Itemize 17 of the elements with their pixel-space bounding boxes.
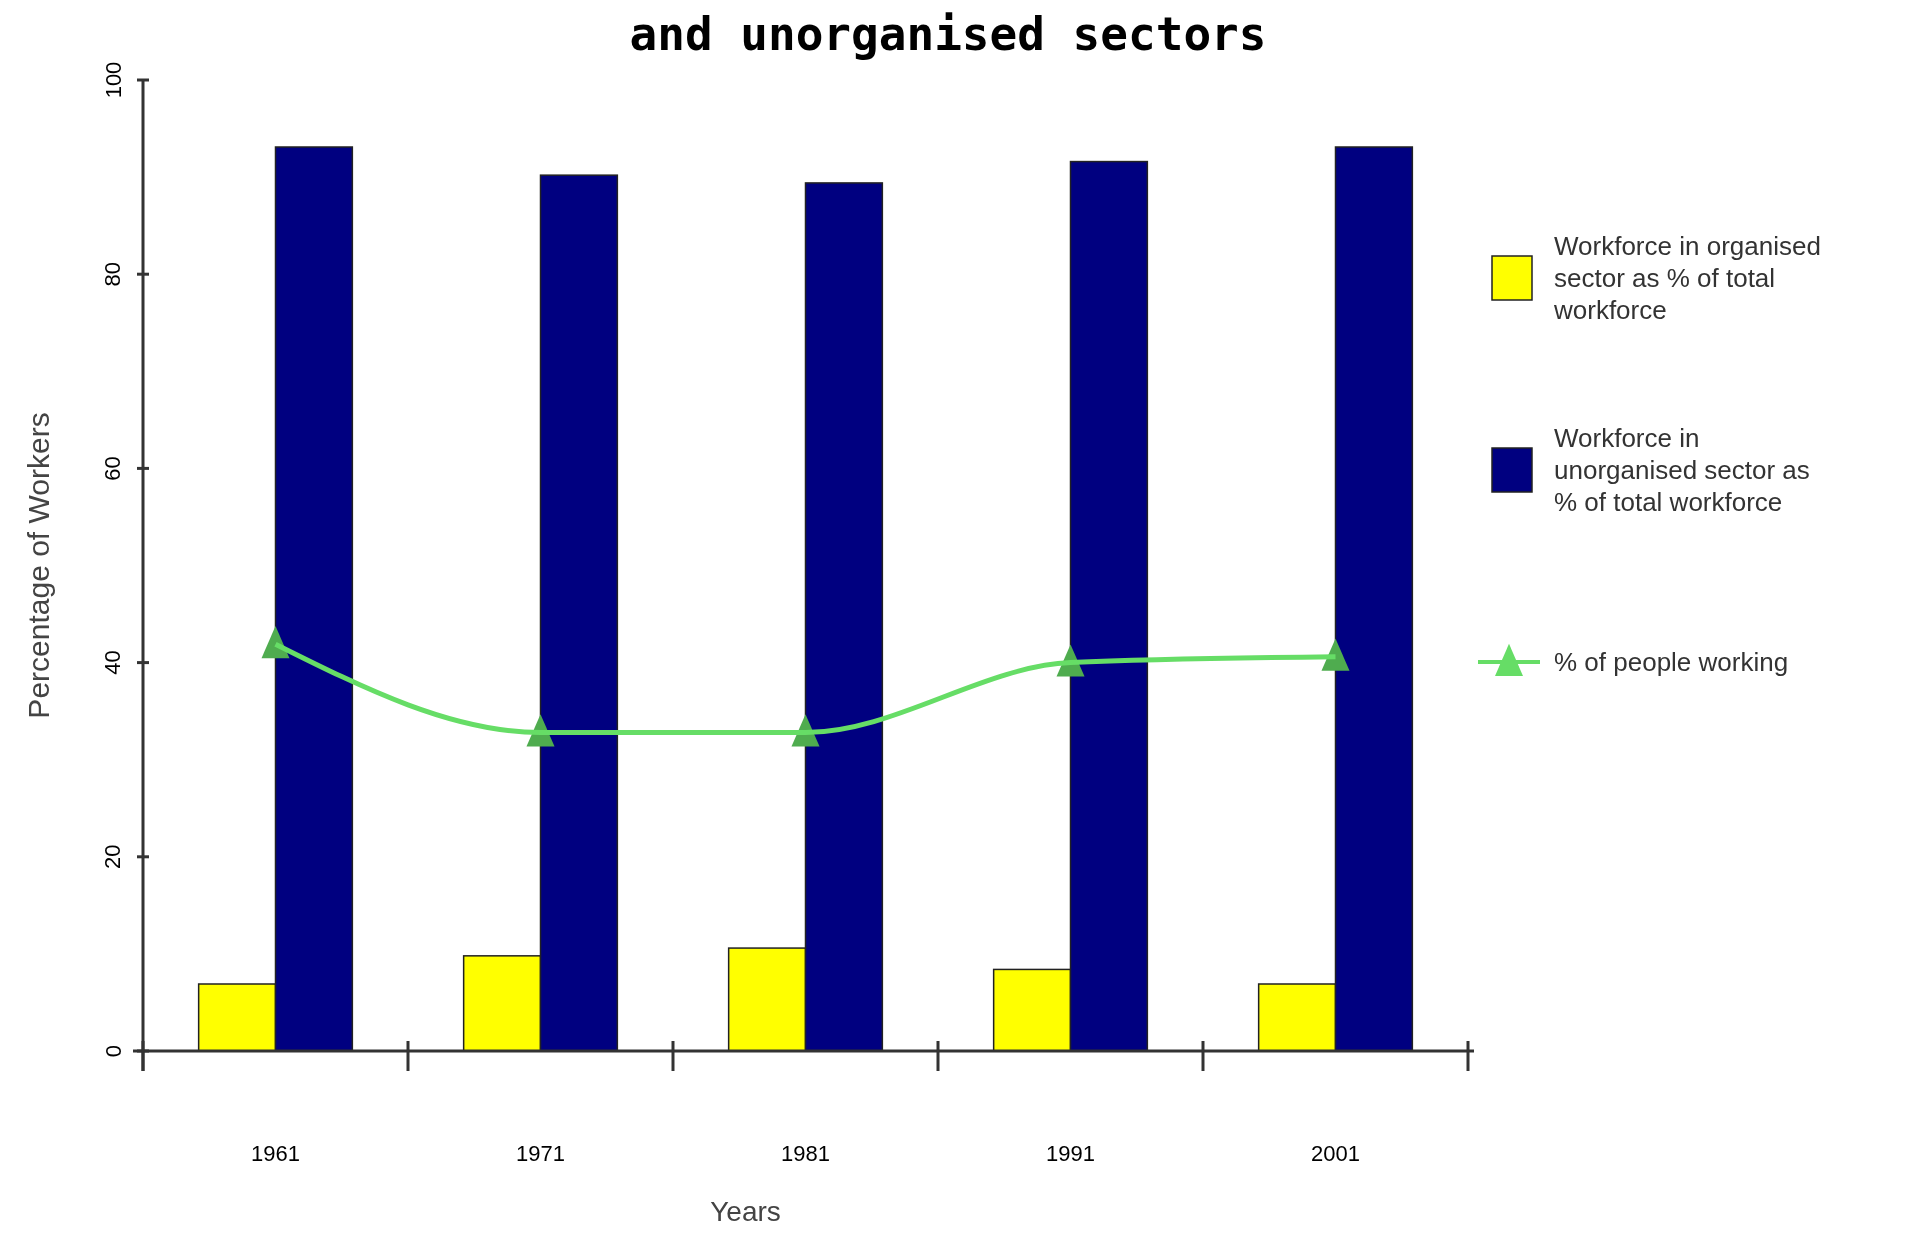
y-tick-label: 100 bbox=[100, 61, 126, 99]
legend-label: Workforce in unorganised sector as % of total workforce bbox=[1554, 423, 1810, 517]
legend-label: Workforce in organised sector as % of total workforce bbox=[1553, 231, 1821, 325]
legend-label: % of people working bbox=[1554, 647, 1789, 677]
y-tick-label: 80 bbox=[100, 261, 126, 287]
y-tick-label: 60 bbox=[100, 456, 126, 481]
y-tick-label: 20 bbox=[100, 844, 126, 870]
x-tick-label: 1981 bbox=[781, 1141, 830, 1166]
x-tick-label: 2001 bbox=[1311, 1141, 1360, 1166]
x-axis-title: Years bbox=[710, 1196, 781, 1227]
y-tick-label: 0 bbox=[100, 1044, 126, 1058]
y-axis-title: Percentage of Workers bbox=[21, 412, 55, 719]
x-tick-label: 1961 bbox=[251, 1141, 300, 1166]
y-tick-label: 40 bbox=[100, 650, 126, 675]
chart-title: and unorganised sectors bbox=[629, 7, 1267, 61]
x-tick-label: 1971 bbox=[516, 1141, 565, 1166]
x-tick-label: 1991 bbox=[1046, 1141, 1095, 1166]
